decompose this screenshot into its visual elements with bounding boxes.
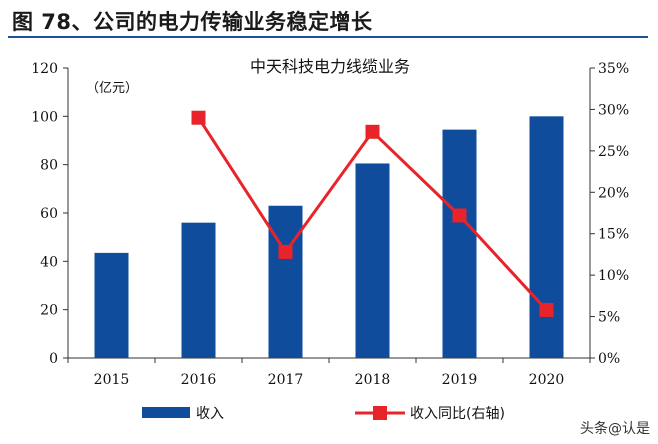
revenue-bar	[268, 205, 303, 358]
figure-header: 图 78、公司的电力传输业务稳定增长	[8, 6, 648, 38]
right-axis-tick-label: 35%	[598, 61, 629, 77]
axis-labels: 0 20 40 60 80 100 120 0% 5% 10% 15% 20% 25% 30% 35% 201…	[31, 61, 629, 388]
right-axis-tick-label: 10%	[598, 268, 629, 284]
x-axis-tick-label: 2015	[94, 372, 130, 388]
line-series	[191, 110, 554, 317]
x-axis-tick-label: 2017	[268, 372, 304, 388]
right-axis-tick-label: 5%	[598, 310, 620, 326]
left-axis-tick-label: 80	[40, 158, 58, 174]
axes	[63, 67, 595, 363]
right-axis-tick-label: 30%	[598, 102, 629, 118]
bar-series	[94, 116, 564, 358]
x-axis-tick-label: 2020	[529, 372, 565, 388]
left-axis-tick-label: 20	[40, 303, 58, 319]
left-axis-tick-label: 0	[49, 351, 58, 367]
legend-swatch-revenue	[142, 407, 190, 418]
yoy-growth-marker	[278, 244, 293, 259]
yoy-growth-marker	[452, 208, 467, 223]
x-axis-tick-label: 2018	[355, 372, 391, 388]
right-axis-tick-label: 0%	[598, 351, 620, 367]
x-axis-tick-label: 2019	[442, 372, 478, 388]
right-axis-tick-label: 20%	[598, 185, 629, 201]
left-axis-tick-label: 120	[31, 61, 58, 77]
figure-title: 图 78、公司的电力传输业务稳定增长	[12, 10, 373, 34]
yoy-growth-marker	[539, 302, 554, 317]
revenue-bar	[181, 222, 216, 358]
left-axis-tick-label: 100	[31, 109, 58, 125]
right-axis-tick-label: 25%	[598, 144, 629, 160]
revenue-bar	[529, 116, 564, 358]
x-axis-tick-label: 2016	[181, 372, 217, 388]
revenue-bar	[94, 252, 129, 358]
legend-label-revenue: 收入	[196, 406, 224, 422]
revenue-bar	[442, 129, 477, 358]
revenue-bar	[355, 163, 390, 358]
chart-title: 中天科技电力线缆业务	[250, 57, 410, 76]
watermark: 头条@认是	[580, 421, 650, 437]
unit-label: （亿元）	[86, 81, 138, 96]
yoy-growth-marker	[365, 124, 380, 139]
legend-marker-yoy	[373, 406, 387, 420]
yoy-growth-marker	[191, 110, 206, 125]
legend-label-yoy: 收入同比(右轴)	[410, 406, 505, 422]
legend: 收入 收入同比(右轴)	[142, 406, 505, 422]
right-axis-tick-label: 15%	[598, 227, 629, 243]
left-axis-tick-label: 40	[40, 254, 58, 270]
left-axis-tick-label: 60	[40, 206, 58, 222]
